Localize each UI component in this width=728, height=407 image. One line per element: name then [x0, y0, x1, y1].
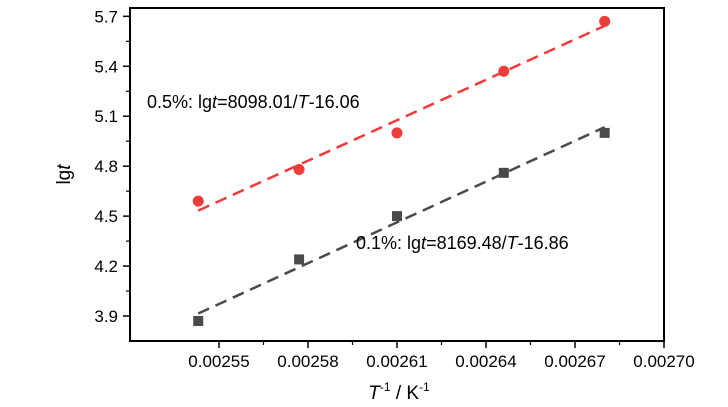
- data-point-circle: [293, 164, 305, 176]
- data-point-circle: [498, 65, 510, 77]
- y-axis-title-plain: lg: [54, 170, 75, 185]
- x-tick-label: 0.00264: [455, 352, 516, 371]
- y-axis-title-italic: t: [54, 164, 75, 170]
- data-point-circle: [391, 127, 403, 139]
- y-tick-label: 4.2: [94, 257, 118, 276]
- x-tick-label: 0.00267: [544, 352, 605, 371]
- plot-frame: [129, 7, 665, 342]
- y-tick-label: 5.1: [94, 107, 118, 126]
- data-point-circle: [192, 195, 204, 207]
- fit-line-0: [197, 24, 606, 212]
- data-markers: [192, 15, 611, 327]
- data-point-square: [498, 167, 509, 178]
- x-tick-label: 0.00255: [188, 352, 249, 371]
- y-tick-label: 3.9: [94, 307, 118, 326]
- x-axis-title-unit-sup: -1: [419, 380, 430, 394]
- equation-label-0.1pct: 0.1%: lgt=8169.48/T-16.86: [356, 233, 569, 253]
- x-tick-label: 0.00261: [366, 352, 427, 371]
- y-axis-ticks: 3.9 4.2 4.5 4.8 5.1 5.4 5.7: [94, 7, 130, 326]
- equation-label-0.5pct: 0.5%: lgt=8098.01/T-16.06: [147, 92, 360, 112]
- x-tick-label: 0.00258: [277, 352, 338, 371]
- data-point-circle: [599, 15, 611, 27]
- y-tick-label: 5.4: [94, 57, 118, 76]
- data-point-square: [193, 316, 204, 327]
- y-axis-title: lgt: [54, 164, 75, 185]
- fit-line-1: [197, 126, 606, 315]
- x-axis-ticks: 0.00255 0.00258 0.00261 0.00264 0.00267 0.002…: [188, 341, 695, 371]
- x-axis-title-sup: -1: [380, 380, 391, 394]
- y-tick-label: 4.8: [94, 157, 118, 176]
- y-tick-label: 4.5: [94, 207, 118, 226]
- data-point-square: [392, 211, 402, 222]
- data-point-square: [294, 254, 305, 265]
- x-axis-title-unit: / K: [391, 383, 420, 404]
- data-point-square: [599, 127, 610, 138]
- x-tick-label: 0.00270: [633, 352, 694, 371]
- x-axis-title: T-1 / K-1: [368, 380, 430, 404]
- fit-lines: [197, 24, 606, 315]
- x-axis-title-base: T: [368, 383, 381, 404]
- y-tick-label: 5.7: [94, 7, 118, 26]
